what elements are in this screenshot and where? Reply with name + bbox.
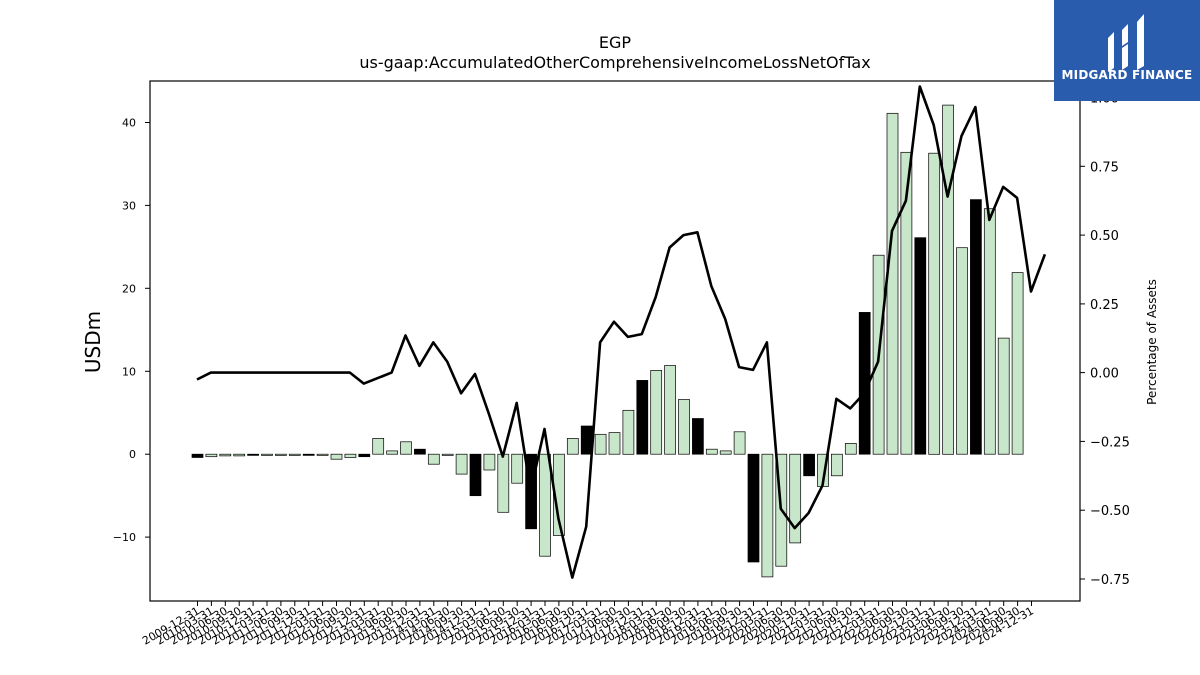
y2-tick-label: 0.00 — [1090, 367, 1119, 382]
y2-tick-label: 0.25 — [1090, 298, 1119, 313]
y-tick-label: −10 — [113, 531, 136, 544]
pct-assets-line — [196, 85, 1047, 579]
bar — [233, 453, 246, 457]
bar — [636, 380, 649, 455]
bar — [483, 453, 496, 471]
bar — [664, 365, 676, 455]
bar — [539, 453, 551, 557]
bar — [414, 448, 426, 455]
bar — [441, 453, 454, 456]
chart-subtitle: us-gaap:AccumulatedOtherComprehensiveInc… — [359, 53, 870, 72]
chart-title: EGP — [599, 33, 632, 52]
bar — [553, 453, 565, 536]
bar — [261, 453, 273, 456]
brand-logo-mark — [1108, 14, 1144, 72]
bar — [650, 370, 663, 455]
bar — [719, 450, 732, 455]
bar — [580, 425, 593, 455]
bar — [219, 453, 232, 457]
bar — [942, 104, 954, 455]
y-axis-label: USDm — [81, 311, 105, 373]
bar — [789, 453, 802, 544]
bar — [302, 453, 315, 456]
y2-tick-label: 0.50 — [1090, 229, 1119, 244]
bar — [497, 453, 510, 513]
bar — [275, 453, 287, 456]
bar — [831, 453, 843, 477]
brand-logo: MIDGARD FINANCE — [1054, 0, 1200, 101]
bar — [733, 431, 746, 455]
bar — [191, 453, 204, 458]
y2-axis-label: Percentage of Assets — [1145, 279, 1159, 405]
y2-tick-label: −0.50 — [1090, 504, 1130, 519]
bar — [372, 438, 385, 455]
bar — [858, 312, 871, 455]
bar — [997, 337, 1010, 455]
bar — [692, 418, 704, 455]
bar — [455, 453, 468, 475]
bar — [205, 453, 218, 458]
bar — [803, 453, 815, 477]
line-group — [196, 85, 1047, 579]
bars-group — [191, 104, 1024, 578]
y-tick-label: 0 — [129, 448, 136, 461]
bar — [900, 151, 913, 455]
bar — [608, 432, 621, 455]
plot-frame — [149, 80, 1081, 602]
bar — [983, 208, 996, 455]
bar — [928, 152, 941, 455]
bar — [469, 453, 482, 497]
bar — [358, 453, 371, 458]
y-tick-label: 40 — [122, 117, 136, 130]
bar — [886, 112, 899, 455]
brand-name: MIDGARD FINANCE — [1061, 68, 1193, 82]
bar — [400, 441, 412, 455]
y2-tick-label: 0.75 — [1090, 160, 1119, 175]
y-tick-label: 10 — [122, 365, 136, 378]
bar — [594, 433, 607, 455]
bar — [316, 453, 329, 456]
y2-tick-label: −0.75 — [1090, 573, 1130, 588]
bar — [427, 453, 440, 465]
bar — [1011, 272, 1024, 455]
bar — [747, 453, 760, 563]
bar — [844, 443, 857, 455]
axes-group: −10 0 10 20 30 40 −0.75 −0.50 −0.25 0.00 0.25 0.50 0… — [113, 92, 1130, 648]
y2-tick-label: −0.25 — [1090, 435, 1130, 450]
bar — [914, 237, 927, 455]
bar — [678, 399, 690, 455]
bar — [705, 448, 718, 455]
bar — [386, 450, 398, 455]
bar — [566, 438, 579, 455]
bar — [344, 453, 357, 458]
bar — [247, 453, 259, 456]
bar — [761, 453, 774, 578]
y-tick-label: 20 — [122, 282, 136, 295]
bar — [511, 453, 524, 484]
bar — [970, 199, 982, 455]
y-tick-label: 30 — [122, 199, 136, 212]
bar — [288, 453, 301, 456]
bar — [956, 247, 968, 455]
bar — [622, 409, 635, 455]
bar — [330, 453, 343, 460]
